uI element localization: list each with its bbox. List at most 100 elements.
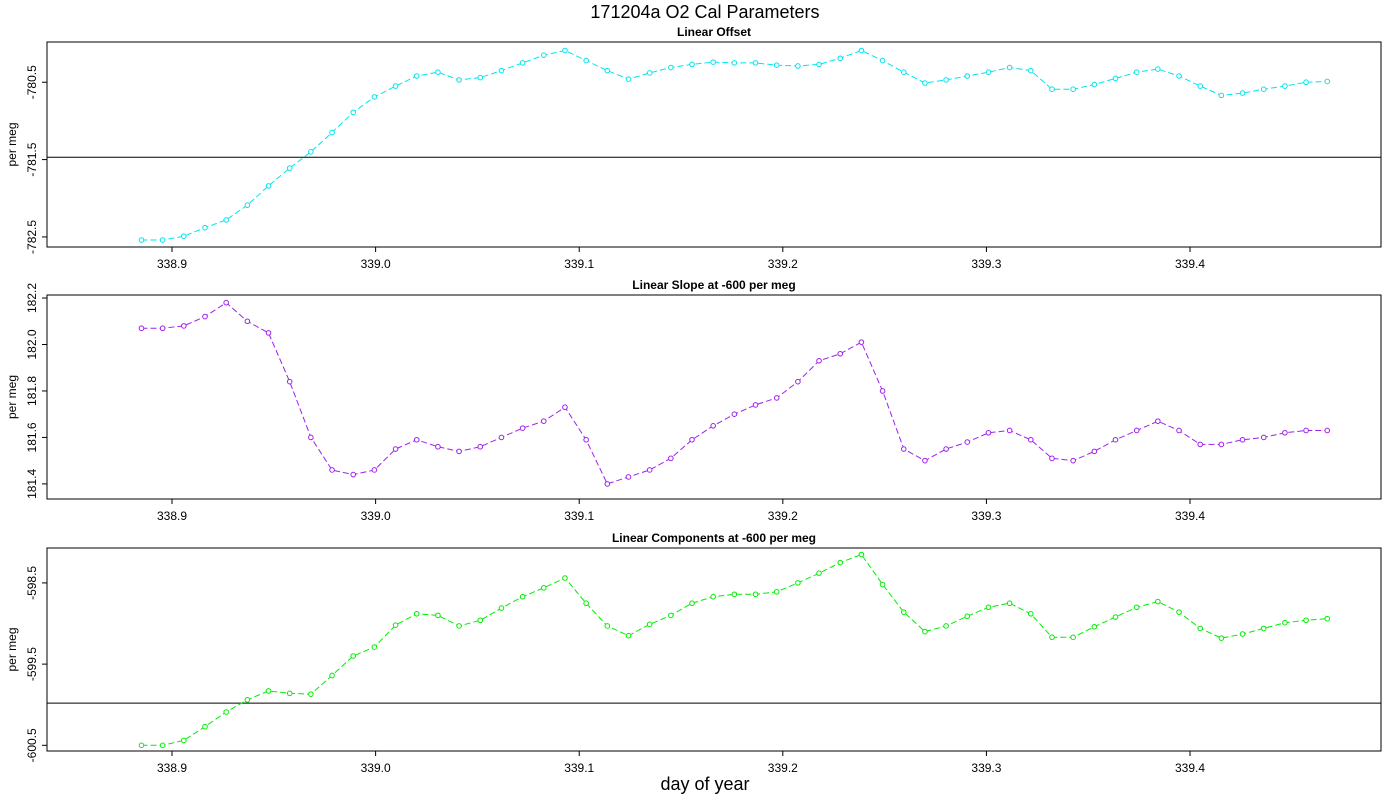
data-point [1239, 90, 1246, 96]
data-point [244, 318, 251, 325]
data-point [562, 404, 568, 411]
data-point [1324, 427, 1331, 434]
data-point [350, 109, 357, 116]
panel-title: Linear Offset [677, 25, 751, 39]
data-point [668, 612, 674, 619]
data-point [1006, 64, 1013, 71]
data-point [816, 570, 822, 576]
data-point [329, 129, 335, 136]
data-point [456, 623, 462, 629]
data-point [477, 443, 484, 450]
data-point [1282, 619, 1288, 626]
data-point [1070, 86, 1076, 92]
data-point [900, 446, 907, 452]
data-point [1112, 614, 1119, 620]
y-tick-label: -781.5 [25, 142, 39, 176]
data-point [562, 47, 568, 54]
x-tick-label: 339.2 [768, 509, 798, 523]
data-point [985, 429, 992, 436]
data-point [583, 57, 589, 64]
data-point [1197, 441, 1204, 448]
data-point [413, 610, 420, 617]
x-tick-label: 339.0 [361, 257, 391, 271]
data-point [1112, 75, 1119, 82]
data-point [435, 69, 441, 75]
data-point [181, 737, 187, 744]
data-point [413, 73, 420, 79]
y-axis-label: per meg [5, 375, 19, 419]
data-point [879, 57, 886, 64]
data-point [1133, 427, 1140, 434]
data-point [1049, 86, 1055, 92]
data-point [625, 474, 632, 480]
data-point [138, 325, 145, 332]
x-tick-label: 339.2 [768, 257, 798, 271]
data-point [202, 224, 208, 231]
data-point [964, 439, 971, 445]
y-tick-label: 181.8 [25, 376, 39, 406]
y-tick-label: -780.5 [25, 65, 39, 99]
chart-title: 171204a O2 Cal Parameters [590, 2, 819, 22]
data-point [752, 591, 759, 598]
y-tick-label: -600.5 [25, 728, 39, 762]
data-point [371, 644, 378, 650]
data-point [519, 425, 526, 431]
panel-title: Linear Components at -600 per meg [612, 531, 816, 545]
x-tick-label: 339.4 [1175, 509, 1205, 523]
data-point [350, 471, 357, 478]
data-point [1028, 610, 1034, 617]
data-point [1324, 615, 1331, 622]
data-point [1028, 67, 1034, 74]
x-tick-label: 339.3 [971, 761, 1001, 775]
plot-frame [46, 41, 1382, 248]
data-point [181, 323, 187, 329]
data-point [202, 313, 208, 320]
data-point [1218, 441, 1225, 448]
data-point [1091, 448, 1098, 455]
data-point [1091, 623, 1098, 630]
data-point [710, 423, 716, 429]
data-point [329, 672, 335, 679]
x-tick-label: 338.9 [157, 509, 187, 523]
data-point [159, 742, 166, 749]
x-tick-label: 339.4 [1175, 761, 1205, 775]
data-point [350, 653, 357, 659]
data-point [625, 76, 632, 82]
data-point [1260, 86, 1267, 92]
x-tick-label: 339.1 [564, 761, 594, 775]
data-point [858, 551, 865, 558]
data-point [985, 604, 992, 611]
y-tick-label: 181.6 [25, 422, 39, 452]
data-point [159, 237, 166, 243]
data-point [752, 402, 759, 408]
data-point [646, 467, 653, 473]
data-point [1239, 631, 1246, 637]
data-point [964, 73, 971, 79]
data-point [1049, 455, 1055, 462]
data-point [604, 67, 611, 74]
data-point [1324, 78, 1331, 85]
data-point [922, 457, 928, 464]
data-point [138, 237, 145, 243]
y-axis-label: per meg [5, 122, 19, 166]
data-line [141, 49, 1328, 241]
data-point [223, 299, 229, 306]
data-point [837, 559, 844, 566]
data-point [689, 600, 695, 607]
data-point [223, 217, 229, 223]
data-point [308, 434, 314, 441]
data-point [943, 446, 949, 452]
data-point [773, 62, 780, 69]
plot-frame [46, 547, 1382, 752]
data-point [519, 60, 526, 66]
x-tick-label: 339.3 [971, 509, 1001, 523]
data-point [731, 411, 738, 417]
y-tick-label: 181.4 [25, 469, 39, 499]
data-point [710, 593, 716, 600]
data-point [413, 436, 420, 443]
x-tick-label: 338.9 [157, 761, 187, 775]
data-point [540, 52, 547, 58]
y-tick-label: -598.5 [25, 566, 39, 600]
data-point [1112, 436, 1119, 443]
